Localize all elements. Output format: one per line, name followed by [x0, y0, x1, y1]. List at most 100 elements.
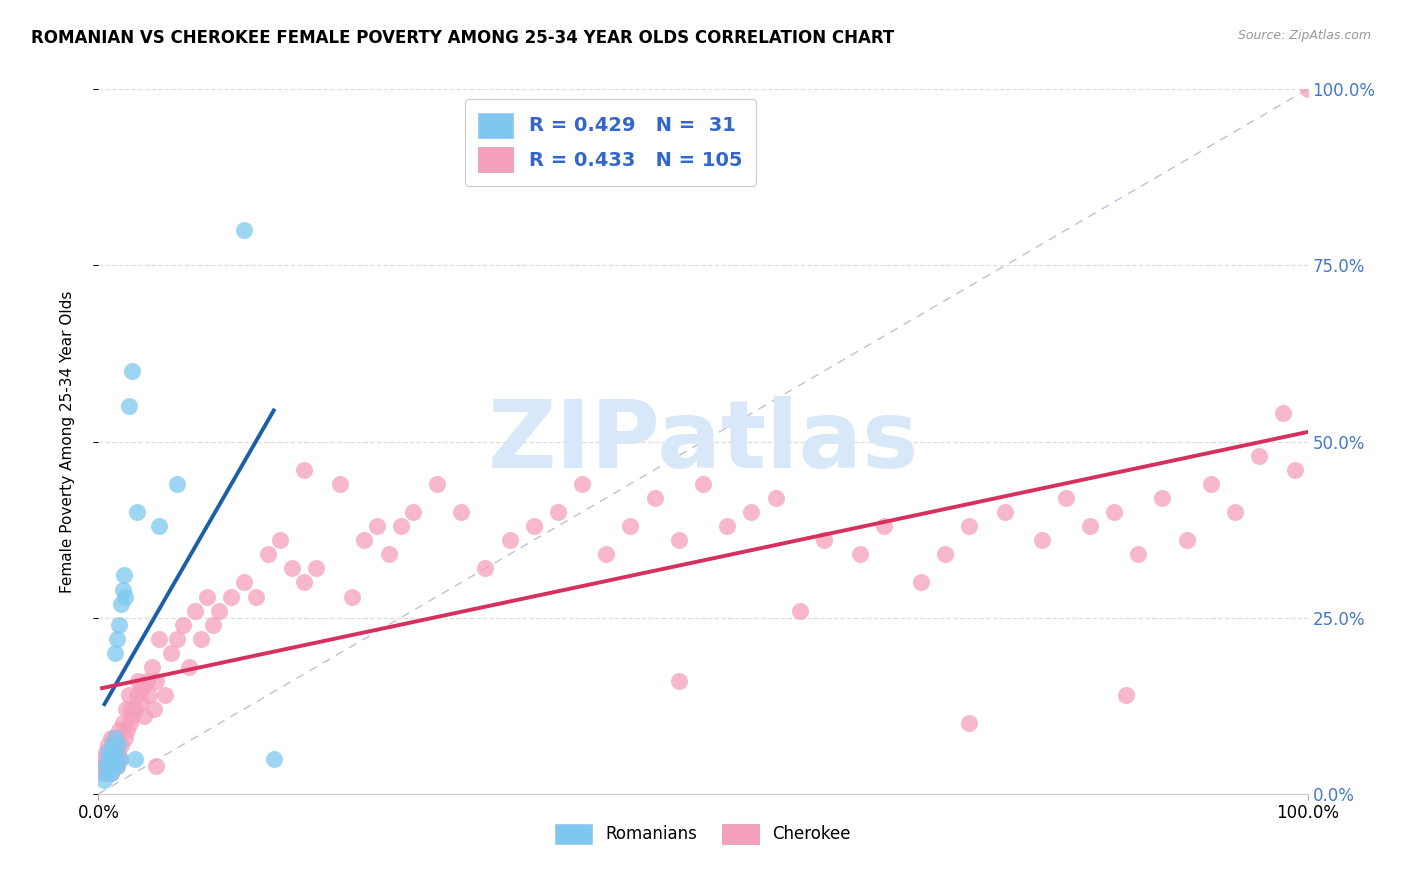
Point [101, 758, 124, 772]
Point [1102, 505, 1125, 519]
Point [121, 364, 143, 378]
Point [1152, 491, 1174, 505]
Point [107, 745, 129, 759]
Point [115, 702, 138, 716]
Point [145, 674, 167, 689]
Point [166, 476, 188, 491]
Point [118, 399, 141, 413]
Point [148, 632, 170, 646]
Text: Source: ZipAtlas.com: Source: ZipAtlas.com [1237, 29, 1371, 42]
Point [105, 758, 128, 772]
Point [104, 751, 127, 765]
Point [114, 731, 136, 745]
Point [100, 765, 122, 780]
Point [221, 590, 243, 604]
Point [104, 731, 127, 745]
Point [957, 519, 980, 533]
Point [100, 731, 122, 745]
Point [131, 681, 153, 696]
Point [498, 533, 520, 548]
Point [263, 751, 285, 765]
Point [112, 568, 135, 582]
Point [402, 505, 425, 519]
Point [619, 519, 641, 533]
Point [110, 597, 132, 611]
Point [94, 758, 117, 772]
Point [595, 547, 617, 561]
Point [1128, 547, 1150, 561]
Point [141, 660, 163, 674]
Point [114, 590, 136, 604]
Point [1115, 688, 1137, 702]
Point [121, 709, 143, 723]
Point [342, 590, 364, 604]
Point [547, 505, 569, 519]
Text: ROMANIAN VS CHEROKEE FEMALE POVERTY AMONG 25-34 YEAR OLDS CORRELATION CHART: ROMANIAN VS CHEROKEE FEMALE POVERTY AMON… [31, 29, 894, 46]
Point [644, 491, 666, 505]
Point [118, 716, 141, 731]
Point [127, 674, 149, 689]
Point [195, 590, 218, 604]
Point [120, 702, 142, 716]
Point [100, 765, 122, 780]
Point [740, 505, 762, 519]
Point [190, 632, 212, 646]
Point [97, 745, 120, 759]
Point [104, 646, 127, 660]
Point [97, 738, 120, 752]
Point [849, 547, 872, 561]
Point [100, 751, 122, 765]
Point [100, 738, 122, 752]
Point [166, 632, 188, 646]
Point [305, 561, 328, 575]
Point [160, 646, 183, 660]
Text: ZIPatlas: ZIPatlas [488, 395, 918, 488]
Point [934, 547, 956, 561]
Point [97, 751, 120, 765]
Point [94, 745, 117, 759]
Point [143, 702, 166, 716]
Point [108, 723, 131, 738]
Point [96, 765, 118, 780]
Point [105, 758, 128, 772]
Point [232, 223, 254, 237]
Point [107, 738, 129, 752]
Point [101, 745, 124, 759]
Point [135, 674, 157, 689]
Point [117, 723, 139, 738]
Point [1284, 463, 1306, 477]
Point [111, 582, 134, 597]
Point [269, 533, 291, 548]
Point [1175, 533, 1198, 548]
Point [110, 738, 132, 752]
Point [1199, 476, 1222, 491]
Point [91, 751, 114, 765]
Point [138, 688, 160, 702]
Point [148, 519, 170, 533]
Point [281, 561, 304, 575]
Point [101, 745, 124, 759]
Point [153, 688, 176, 702]
Point [1223, 505, 1246, 519]
Point [873, 519, 896, 533]
Point [118, 688, 141, 702]
Point [1054, 491, 1077, 505]
Point [692, 476, 714, 491]
Point [256, 547, 278, 561]
Point [103, 751, 125, 765]
Point [1272, 406, 1295, 420]
Point [179, 660, 201, 674]
Point [96, 758, 118, 772]
Point [91, 758, 114, 772]
Legend: Romanians, Cherokee: Romanians, Cherokee [547, 815, 859, 853]
Point [124, 751, 146, 765]
Point [571, 476, 593, 491]
Point [108, 617, 131, 632]
Point [1078, 519, 1101, 533]
Point [93, 765, 115, 780]
Point [127, 505, 149, 519]
Point [716, 519, 738, 533]
Point [389, 519, 412, 533]
Point [98, 751, 121, 765]
Point [910, 575, 932, 590]
